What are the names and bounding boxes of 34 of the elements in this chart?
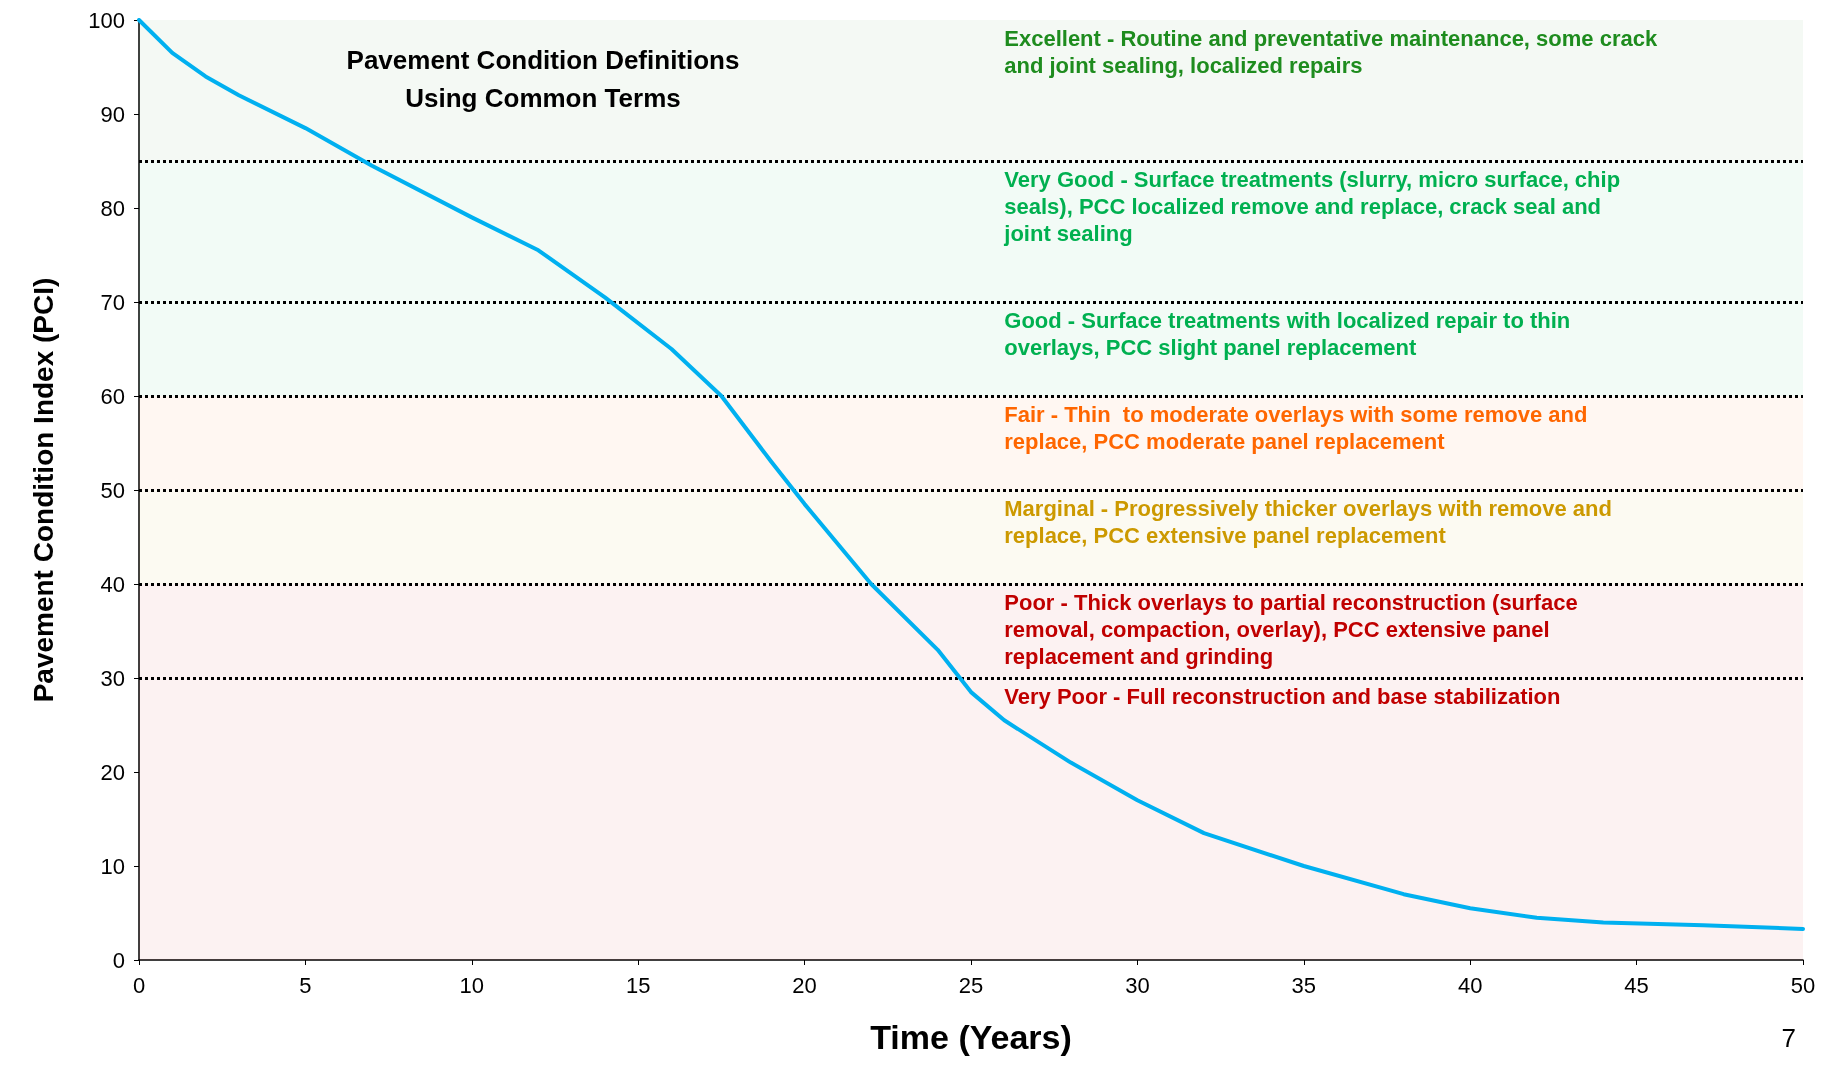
y-tick-label: 80 [100,195,125,221]
y-tick-label: 100 [88,7,125,33]
band-label: Marginal - Progressively thicker overlays with remove and replace, PCC extensive panel replacement [1004,496,1612,548]
band-label: Very Poor - Full reconstruction and base stabilization [1004,684,1561,709]
y-tick-label: 0 [112,947,125,973]
y-axis-title: Pavement Condition Index (PCI) [27,277,59,703]
x-axis-title: Time (Years) [870,1018,1072,1056]
x-tick-label: 50 [1790,972,1816,998]
y-tick-label: 50 [100,477,125,503]
y-tick-label: 20 [100,759,125,785]
text: Pavement Condition Definitions Using Common Terms [346,45,740,113]
band-label: Very Good - Surface treatments (slurry, micro surface, chip seals), PCC localized remove and replace, crack seal and joint sealing [1003,167,1621,246]
x-tick-label: 15 [625,972,651,998]
x-tick-label: 20 [792,972,817,998]
y-tick-label: 10 [100,853,125,879]
band-label: Excellent - Routine and preventative maintenance, some crack and joint sealing, localized repairs [1004,26,1658,78]
y-tick-label: 90 [100,101,125,127]
text: 7 [1781,1023,1797,1053]
y-tick-label: 40 [100,571,125,597]
band-label: Good - Surface treatments with localized repair to thin overlays, PCC slight panel replacement [1004,308,1571,360]
x-tick-label: 30 [1125,972,1150,998]
x-tick-label: 5 [299,972,312,998]
x-tick-label: 45 [1624,972,1649,998]
y-tick-label: 60 [100,383,125,409]
band-label: Poor - Thick overlays to partial reconstruction (surface removal, compaction, overlay), PCC extensive panel replacement and grinding [1004,590,1578,669]
y-tick-label: 30 [100,665,125,691]
x-tick-label: 40 [1457,972,1483,998]
line-series [137,18,1805,931]
x-tick-label: 25 [958,972,984,998]
band-label: Fair - Thin to moderate overlays with some remove and replace, PCC moderate panel replacement [1004,402,1588,454]
x-tick-label: 35 [1291,972,1317,998]
x-tick-label: 10 [459,972,485,998]
y-tick-label: 70 [100,289,125,315]
x-tick-label: 0 [132,972,146,998]
